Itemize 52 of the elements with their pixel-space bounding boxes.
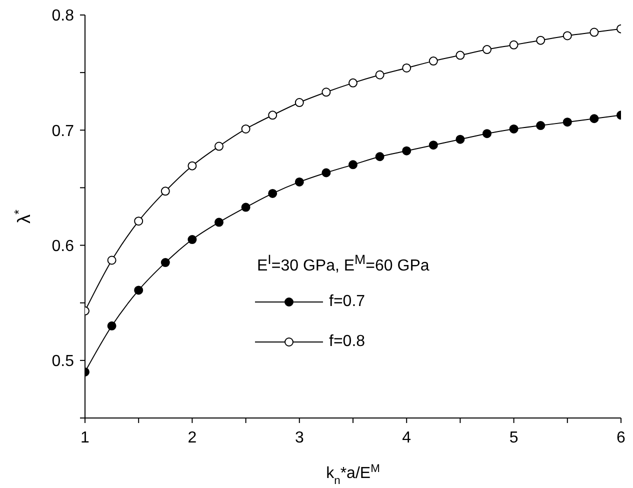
point bbox=[160, 186, 170, 196]
point bbox=[268, 188, 278, 198]
point bbox=[214, 218, 224, 227]
point bbox=[482, 129, 492, 138]
point bbox=[107, 256, 116, 265]
point bbox=[428, 140, 438, 150]
point bbox=[241, 202, 250, 212]
point bbox=[322, 168, 331, 178]
point bbox=[428, 56, 438, 66]
point bbox=[188, 235, 197, 244]
point bbox=[402, 63, 412, 72]
x-tick-label: 3 bbox=[294, 429, 304, 446]
legend-label: f=0.8 bbox=[329, 333, 366, 351]
point bbox=[294, 98, 304, 108]
point bbox=[214, 142, 224, 151]
point bbox=[160, 258, 170, 268]
point bbox=[509, 40, 518, 50]
point bbox=[375, 152, 384, 162]
y-tick-label: 0.8 bbox=[52, 8, 74, 25]
point bbox=[348, 160, 358, 170]
legend-label: f=0.7 bbox=[329, 293, 366, 311]
point bbox=[268, 110, 278, 120]
point bbox=[375, 70, 384, 80]
point bbox=[562, 31, 572, 40]
point bbox=[348, 78, 358, 88]
point bbox=[241, 124, 250, 134]
point bbox=[536, 36, 546, 45]
y-tick-label: 0.6 bbox=[52, 238, 74, 255]
point bbox=[562, 118, 572, 127]
point bbox=[188, 161, 197, 170]
point bbox=[134, 286, 144, 295]
point bbox=[402, 146, 412, 156]
point bbox=[482, 45, 492, 54]
x-tick-label: 4 bbox=[402, 429, 412, 446]
point bbox=[590, 28, 599, 37]
point bbox=[509, 124, 518, 134]
annotation: E$^{I}$=30 GPa, E$^{M}$=60 GPa bbox=[257, 252, 430, 276]
point bbox=[536, 121, 546, 130]
point bbox=[590, 114, 599, 124]
point bbox=[294, 177, 304, 186]
y-tick-label: 0.7 bbox=[52, 122, 74, 140]
x-tick-label: 2 bbox=[188, 429, 197, 446]
x-axis-title: k$_{n}$*a/E$^{M}$ bbox=[326, 463, 380, 487]
x-tick-label: 5 bbox=[509, 429, 518, 446]
point bbox=[456, 134, 465, 144]
point bbox=[107, 321, 116, 330]
point bbox=[456, 50, 465, 60]
point bbox=[134, 216, 144, 226]
point bbox=[322, 88, 331, 97]
x-tick-label: 6 bbox=[616, 429, 626, 446]
y-tick-label: 0.5 bbox=[52, 353, 74, 370]
x-tick-label: 1 bbox=[80, 429, 90, 446]
